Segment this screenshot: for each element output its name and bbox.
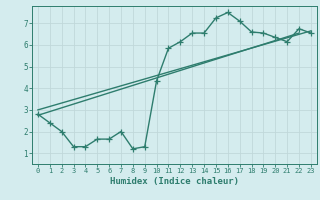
X-axis label: Humidex (Indice chaleur): Humidex (Indice chaleur) xyxy=(110,177,239,186)
